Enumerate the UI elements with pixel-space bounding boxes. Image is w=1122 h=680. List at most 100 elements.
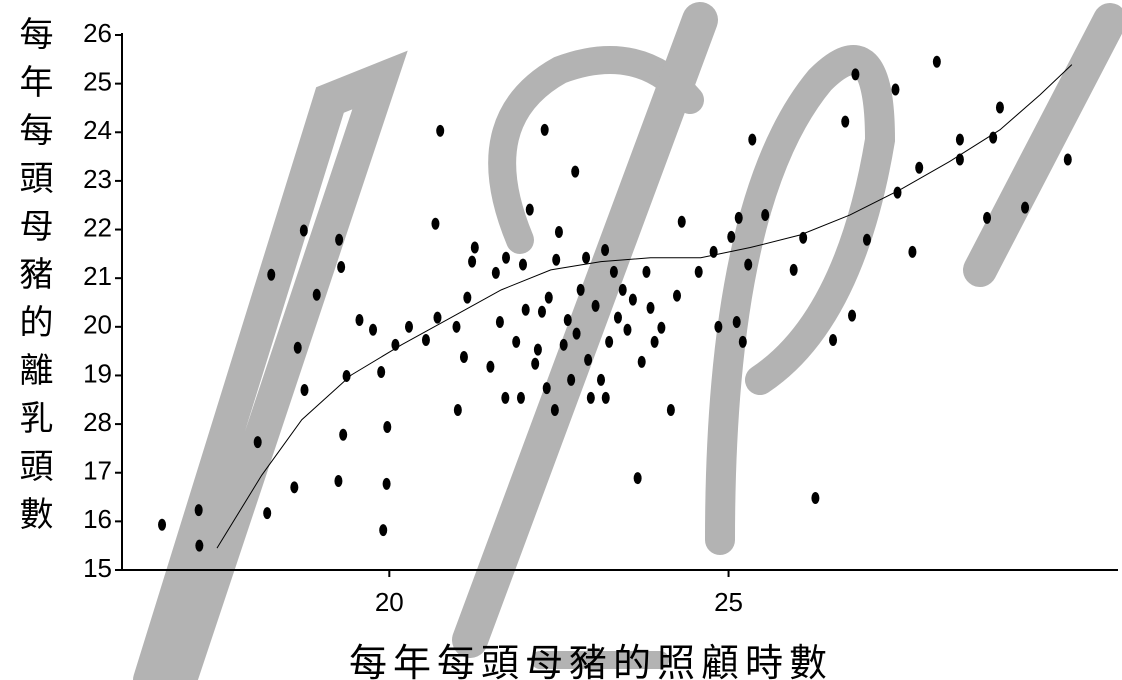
point — [995, 101, 1004, 114]
y-tick-label: 25 — [83, 67, 112, 97]
point — [955, 133, 964, 146]
point — [537, 305, 546, 318]
point — [342, 369, 351, 382]
watermark — [133, 2, 1122, 680]
point — [597, 373, 606, 386]
point — [744, 258, 753, 271]
point — [727, 230, 736, 243]
point — [714, 320, 723, 333]
point — [459, 350, 468, 363]
point — [533, 343, 542, 356]
y-tick-label: 28 — [83, 407, 112, 437]
point — [908, 245, 917, 258]
point — [452, 320, 461, 333]
point — [518, 258, 527, 271]
point — [433, 311, 442, 324]
point — [379, 524, 388, 537]
x-axis-title: 每年每頭母豬的照顧時數 — [348, 641, 833, 680]
point — [512, 335, 521, 348]
point — [253, 436, 262, 449]
point — [748, 133, 757, 146]
point — [339, 428, 348, 441]
point — [915, 161, 924, 174]
point — [542, 382, 551, 395]
point — [516, 391, 525, 404]
point — [613, 311, 622, 324]
point — [851, 68, 860, 81]
point — [195, 539, 204, 552]
y-tick-label: 26 — [83, 18, 112, 48]
point — [377, 366, 386, 379]
point — [584, 353, 593, 366]
point — [1063, 153, 1072, 166]
point — [983, 211, 992, 224]
point — [554, 225, 563, 238]
point — [591, 299, 600, 312]
point — [550, 403, 559, 416]
point — [623, 323, 632, 336]
point — [563, 314, 572, 327]
point — [382, 477, 391, 490]
point — [521, 303, 530, 316]
point — [576, 283, 585, 296]
y-tick-label: 24 — [83, 115, 112, 145]
point — [677, 215, 686, 228]
point — [799, 231, 808, 244]
point — [572, 327, 581, 340]
trend-line — [216, 64, 1073, 549]
point — [955, 153, 964, 166]
point — [300, 384, 309, 397]
y-tick-label: 22 — [83, 212, 112, 242]
point — [989, 131, 998, 144]
point — [312, 288, 321, 301]
point — [650, 335, 659, 348]
point — [436, 124, 445, 137]
point — [891, 83, 900, 96]
point — [571, 165, 580, 178]
point — [383, 421, 392, 434]
point — [642, 265, 651, 278]
y-tick-label: 20 — [83, 310, 112, 340]
point — [421, 333, 430, 346]
point — [761, 208, 770, 221]
point — [470, 241, 479, 254]
point — [337, 260, 346, 273]
point — [829, 333, 838, 346]
point — [586, 391, 595, 404]
point — [848, 309, 857, 322]
point — [738, 335, 747, 348]
point — [657, 321, 666, 334]
point — [491, 266, 500, 279]
point — [502, 251, 511, 264]
point — [811, 492, 820, 505]
point — [618, 283, 627, 296]
point — [299, 224, 308, 237]
point — [290, 481, 299, 494]
point — [334, 474, 343, 487]
point — [628, 293, 637, 306]
point — [194, 504, 203, 517]
point — [552, 253, 561, 266]
point — [1021, 201, 1030, 214]
point — [369, 323, 378, 336]
y-tick-label: 19 — [83, 358, 112, 388]
point — [666, 403, 675, 416]
point — [501, 391, 510, 404]
point — [263, 507, 272, 520]
point — [732, 315, 741, 328]
y-tick-label: 17 — [83, 456, 112, 486]
point — [582, 251, 591, 264]
point — [609, 265, 618, 278]
point — [646, 301, 655, 314]
point — [694, 265, 703, 278]
point — [486, 360, 495, 373]
point — [267, 268, 276, 281]
point — [158, 518, 167, 531]
point — [391, 338, 400, 351]
point — [633, 472, 642, 485]
point — [734, 211, 743, 224]
point — [495, 315, 504, 328]
x-tick-label: 25 — [714, 587, 743, 617]
